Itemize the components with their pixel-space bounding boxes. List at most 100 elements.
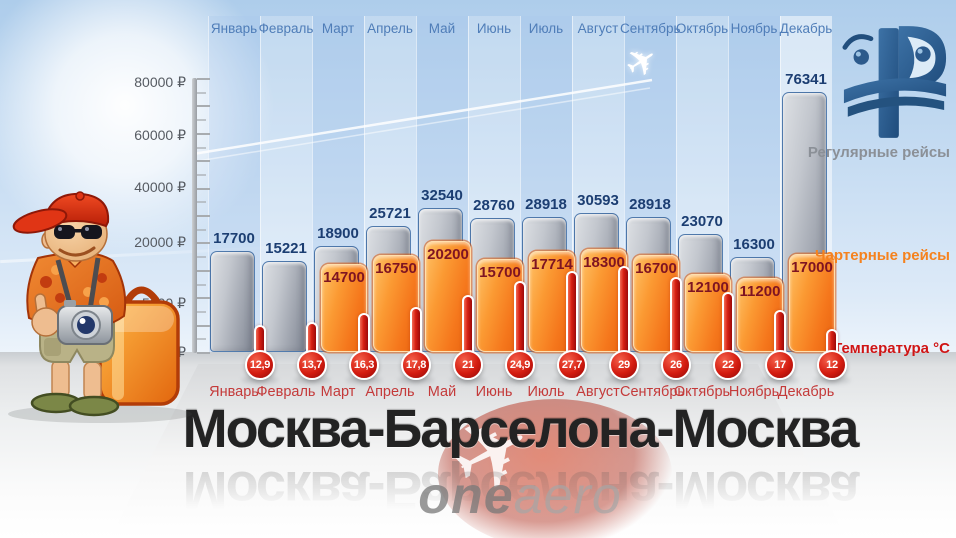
thermometer-shadow: [346, 376, 382, 384]
charter-price-label: 11200: [739, 283, 781, 300]
month-label-top: Февраль: [258, 21, 314, 36]
charter-price-label: 16750: [375, 260, 417, 277]
month-label-top: Январь: [210, 21, 258, 36]
regular-flight-bar: [262, 261, 307, 352]
y-axis-label: 60000 ₽: [134, 127, 186, 143]
axis-tick: [197, 160, 210, 163]
axis-tick: [197, 173, 206, 176]
thermometer-bulb: 27,7: [557, 350, 587, 380]
regular-price-label: 30593: [577, 192, 619, 209]
regular-price-label: 23070: [681, 213, 723, 230]
legend-temperature: Температура °C: [833, 340, 950, 357]
axis-tick: [197, 201, 206, 204]
month-label-top: Июнь: [476, 21, 512, 36]
axis-tick: [197, 105, 210, 108]
thermometer-bulb: 12: [817, 350, 847, 380]
globe-graphic: [438, 399, 672, 538]
charter-price-label: 14700: [323, 269, 365, 286]
month-label-top: Октябрь: [675, 21, 729, 36]
axis-tick: [197, 119, 206, 122]
charter-price-label: 20200: [427, 246, 469, 263]
thermometer-bulb: 12,9: [245, 350, 275, 380]
axis-tick: [197, 283, 206, 286]
y-axis-label: 80000 ₽: [134, 74, 186, 90]
regular-price-label: 28760: [473, 197, 515, 214]
month-label-top: Декабрь: [779, 21, 833, 36]
axis-tick: [197, 269, 210, 272]
axis-tick: [197, 228, 206, 231]
month-label-bottom: Апрель: [365, 384, 415, 400]
thermometer-shadow: [762, 376, 798, 384]
thermometer-stem: [722, 292, 734, 365]
thermometer-shadow: [710, 376, 746, 384]
thermometer-bulb: 26: [661, 350, 691, 380]
watermark-aero: aero: [513, 467, 622, 525]
regular-price-label: 76341: [785, 71, 827, 88]
regular-price-label: 17700: [213, 230, 255, 247]
thermometer-shadow: [398, 376, 434, 384]
regular-price-label: 25721: [369, 205, 411, 222]
tourist-mascot: [8, 191, 192, 423]
month-label-top: Июль: [528, 21, 564, 36]
axis-tick: [197, 78, 210, 80]
y-axis-label: 20000 ₽: [134, 234, 186, 250]
thermometer-stem: [514, 281, 526, 365]
y-axis-line: [192, 78, 197, 353]
thermometer-bulb: 13,7: [297, 350, 327, 380]
month-label-top: Август: [577, 21, 619, 36]
charter-price-label: 17000: [791, 259, 833, 276]
axis-tick: [197, 132, 210, 135]
axis-tick: [197, 256, 206, 259]
thermometer-shadow: [502, 376, 538, 384]
charter-price-label: 17714: [531, 256, 573, 273]
thermometer-shadow: [814, 376, 850, 384]
thermometer-shadow: [554, 376, 590, 384]
thermometer-shadow: [658, 376, 694, 384]
page-title: Москва-Барселона-Москва: [182, 399, 860, 459]
axis-tick: [197, 310, 206, 313]
axis-tick: [197, 91, 206, 94]
thermometer-stem: [618, 266, 630, 365]
legend-regular-flights: Регулярные рейсы: [807, 144, 950, 161]
month-label-bottom: Октябрь: [673, 384, 731, 400]
thermometer-shadow: [242, 376, 278, 384]
oneaero-logo-icon: [842, 26, 947, 138]
charter-price-label: 16700: [635, 260, 677, 277]
axis-tick: [197, 338, 206, 341]
thermometer-stem: [462, 295, 474, 365]
thermometer-stem: [566, 271, 578, 365]
thermometer-shadow: [450, 376, 486, 384]
month-label-bottom: Март: [320, 384, 356, 400]
thermometer-bulb: 16,3: [349, 350, 379, 380]
charter-price-label: 18300: [583, 254, 625, 271]
month-label-bottom: Май: [427, 384, 457, 400]
month-label-bottom: Декабрь: [777, 384, 835, 400]
month-label-bottom: Август: [576, 384, 620, 400]
month-label-bottom: Июнь: [475, 384, 513, 400]
regular-flight-bar: [210, 251, 255, 352]
regular-price-label: 18900: [317, 225, 359, 242]
month-label-top: Ноябрь: [730, 21, 778, 36]
month-label-bottom: Ноябрь: [728, 384, 780, 400]
axis-tick: [197, 242, 210, 245]
thermometer-bulb: 17,8: [401, 350, 431, 380]
oneaero-watermark: oneaero: [120, 466, 920, 526]
thermometer-bulb: 24,9: [505, 350, 535, 380]
charter-price-label: 12100: [687, 279, 729, 296]
regular-price-label: 28918: [629, 196, 671, 213]
regular-price-label: 16300: [733, 236, 775, 253]
legend-charter-flights: Чартерные рейсы: [815, 247, 950, 264]
month-label-bottom: Январь: [209, 384, 259, 400]
thermometer-bulb: 17: [765, 350, 795, 380]
regular-price-label: 15221: [265, 240, 307, 257]
regular-price-label: 28918: [525, 196, 567, 213]
axis-tick: [197, 352, 210, 354]
y-axis-label: 40000 ₽: [134, 179, 186, 195]
month-label-bottom: Сентябрь: [620, 384, 685, 400]
axis-tick: [197, 324, 210, 327]
thermometer-bulb: 22: [713, 350, 743, 380]
axis-tick: [197, 187, 210, 190]
month-label-top: Март: [321, 21, 355, 36]
thermometer-bulb: 21: [453, 350, 483, 380]
